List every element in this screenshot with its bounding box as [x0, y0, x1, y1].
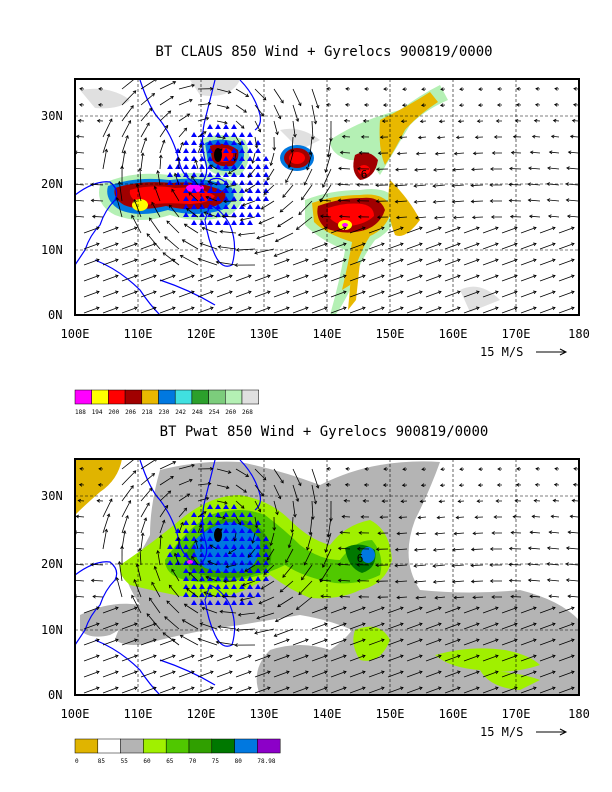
- legend-label: 55: [121, 758, 129, 765]
- panel1-lon-170e: 170E: [502, 327, 531, 341]
- legend-swatch: [257, 738, 281, 754]
- legend-label: 0: [75, 758, 79, 765]
- panel1-legend: 188 194 200 206 218 230 242 248 254 260 268: [74, 389, 259, 416]
- panel1-ref-vector-arrow: [536, 348, 568, 356]
- panel2-lon-150e: 150E: [376, 707, 405, 721]
- panel2-lon-130e: 130E: [250, 707, 279, 721]
- legend-label: 248: [192, 409, 203, 416]
- panel2-lat-10n: 10N: [41, 623, 63, 637]
- panel2-lon-100e: 100E: [61, 707, 90, 721]
- legend-swatch: [120, 738, 144, 754]
- panel2-lat-30n: 30N: [41, 489, 63, 503]
- legend-label: 194: [92, 409, 103, 416]
- legend-swatch: [158, 389, 176, 405]
- legend-swatch: [74, 389, 92, 405]
- legend-swatch: [141, 389, 159, 405]
- panel1-lon-160e: 160E: [439, 327, 468, 341]
- panel2-map: 6: [74, 458, 580, 696]
- legend-label: 230: [159, 409, 170, 416]
- svg-text:6: 6: [361, 168, 368, 181]
- legend-label: 200: [108, 409, 119, 416]
- legend-label: 206: [125, 409, 136, 416]
- panel2-title: BT Pwat 850 Wind + Gyrelocs 900819/0000: [160, 424, 489, 440]
- panel2-ref-vector-label: 15 M/S: [480, 725, 523, 739]
- panel1-ref-vector-label: 15 M/S: [480, 345, 523, 359]
- panel1-lon-110e: 110E: [124, 327, 153, 341]
- panel2-lon-170e: 170E: [502, 707, 531, 721]
- legend-label: 78.98: [257, 758, 275, 765]
- legend-label: 242: [175, 409, 186, 416]
- legend-label: 218: [142, 409, 153, 416]
- legend-swatch: [124, 389, 143, 405]
- panel2-ref-vector-arrow: [536, 728, 568, 736]
- panel2-lon-110e: 110E: [124, 707, 153, 721]
- panel2-legend: 0 85 55 60 65 70 75 80 78.98: [74, 738, 281, 765]
- panel1-lon-120e: 120E: [187, 327, 216, 341]
- panel1-map: 6: [74, 78, 580, 316]
- panel1-lon-140e: 140E: [313, 327, 342, 341]
- panel2-lat-20n: 20N: [41, 557, 63, 571]
- legend-swatch: [241, 389, 259, 405]
- legend-swatch: [108, 389, 126, 405]
- legend-label: 85: [98, 758, 106, 765]
- panel2-lon-120e: 120E: [187, 707, 216, 721]
- legend-label: 254: [209, 409, 220, 416]
- panel1-lon-180: 180: [568, 327, 590, 341]
- panel1-title: BT CLAUS 850 Wind + Gyrelocs 900819/0000: [155, 44, 492, 60]
- legend-label: 65: [166, 758, 174, 765]
- legend-label: 70: [189, 758, 197, 765]
- legend-label: 260: [225, 409, 236, 416]
- panel2-lon-160e: 160E: [439, 707, 468, 721]
- panel2-lon-180: 180: [568, 707, 590, 721]
- panel1-lat-20n: 20N: [41, 177, 63, 191]
- legend-swatch: [74, 738, 99, 754]
- legend-swatch: [91, 389, 109, 405]
- legend-label: 268: [242, 409, 253, 416]
- legend-label: 188: [75, 409, 86, 416]
- legend-swatch: [97, 738, 121, 754]
- panel1-lat-0n: 0N: [48, 308, 62, 322]
- legend-swatch: [188, 738, 213, 754]
- legend-label: 80: [235, 758, 243, 765]
- legend-swatch: [165, 738, 190, 754]
- panel1-lon-150e: 150E: [376, 327, 405, 341]
- panel2-lon-140e: 140E: [313, 707, 342, 721]
- legend-swatch: [234, 738, 258, 754]
- panel1-lat-10n: 10N: [41, 243, 63, 257]
- svg-text:6: 6: [357, 552, 364, 565]
- legend-swatch: [225, 389, 243, 405]
- legend-swatch: [208, 389, 226, 405]
- panel1-lat-30n: 30N: [41, 109, 63, 123]
- legend-swatch: [143, 738, 167, 754]
- panel1-lon-100e: 100E: [61, 327, 90, 341]
- panel1-lon-130e: 130E: [250, 327, 279, 341]
- panel2-lat-0n: 0N: [48, 688, 62, 702]
- legend-swatch: [211, 738, 235, 754]
- legend-swatch: [174, 389, 193, 405]
- legend-label: 75: [212, 758, 220, 765]
- legend-swatch: [191, 389, 209, 405]
- legend-label: 60: [143, 758, 151, 765]
